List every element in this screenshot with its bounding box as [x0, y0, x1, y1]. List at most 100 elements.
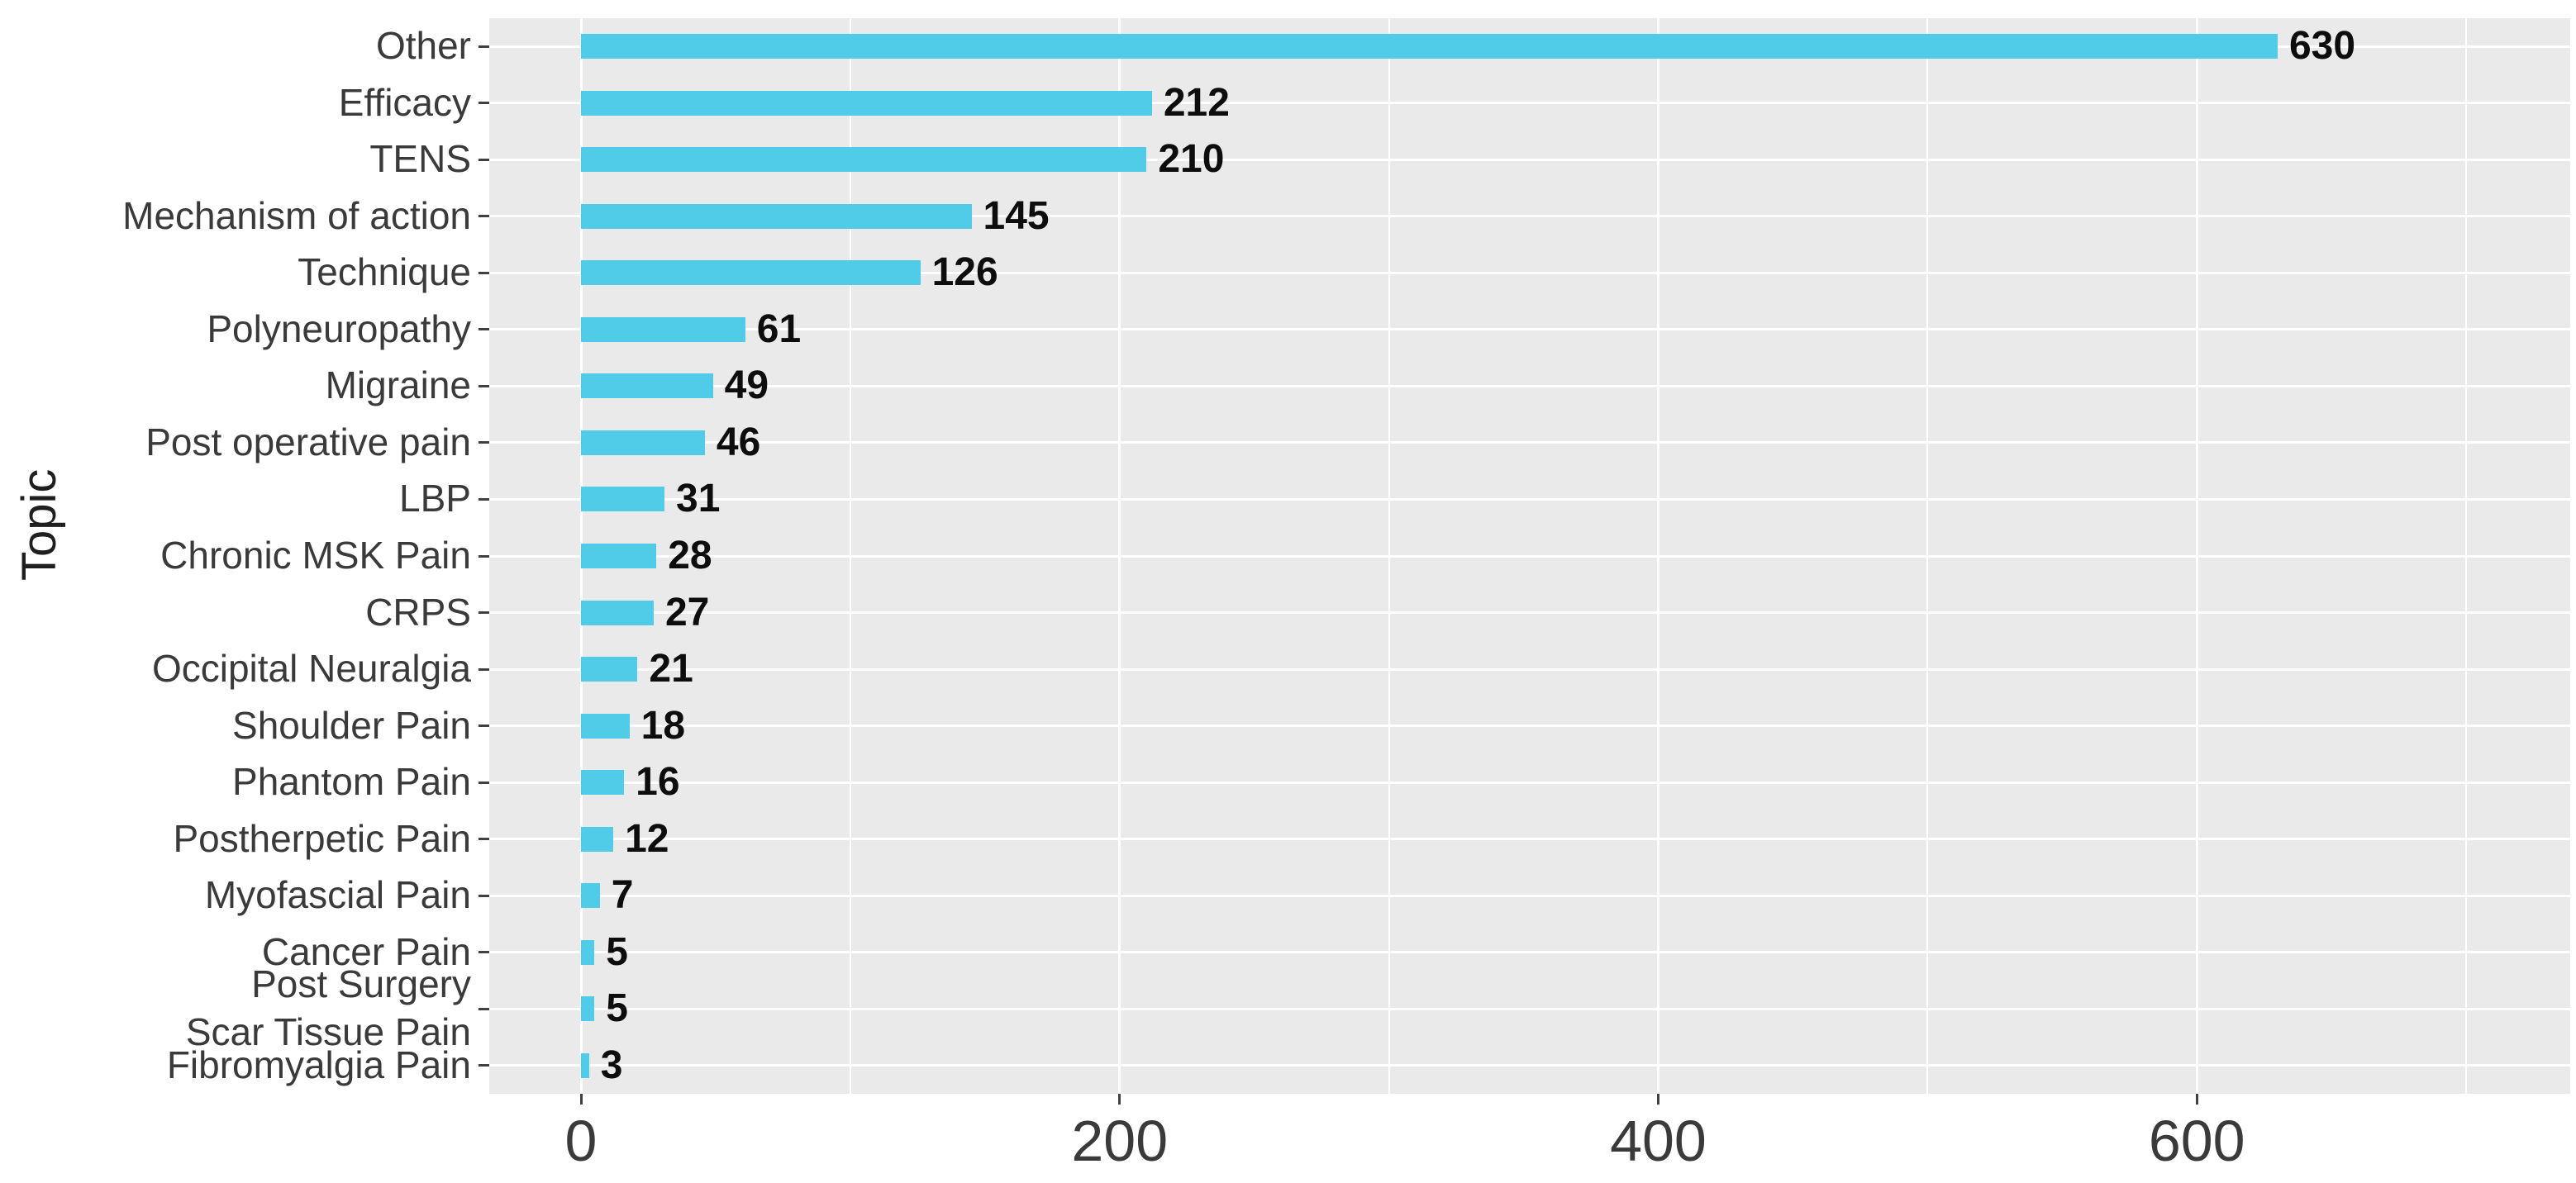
bar: [581, 34, 2278, 59]
row-gridline: [489, 838, 2570, 841]
row-gridline: [489, 384, 2570, 387]
bar: [581, 826, 614, 852]
row-gridline: [489, 611, 2570, 615]
value-label: 21: [649, 647, 693, 691]
category-label: Myofascial Pain: [204, 873, 471, 917]
category-label: Shoulder Pain: [232, 703, 471, 747]
value-label: 126: [931, 250, 998, 295]
category-label: TENS: [369, 137, 471, 181]
category-label: Post Surgery Scar Tissue Pain: [185, 962, 471, 1054]
value-label: 28: [668, 534, 712, 577]
y-tick-mark: [479, 611, 489, 615]
bar: [581, 1052, 589, 1078]
category-label: Phantom Pain: [232, 760, 471, 804]
value-label: 212: [1163, 80, 1230, 125]
y-tick-mark: [479, 45, 489, 48]
bar: [581, 544, 657, 568]
y-tick-mark: [479, 554, 489, 558]
value-label: 630: [2288, 24, 2356, 69]
bar: [581, 90, 1152, 116]
value-label: 7: [611, 873, 634, 918]
category-label: Occipital Neuralgia: [151, 647, 471, 691]
category-label: Technique: [298, 250, 471, 294]
category-label: Mechanism of action: [122, 193, 471, 237]
y-tick-mark: [479, 951, 489, 954]
bar: [581, 883, 600, 909]
bar: [581, 713, 630, 739]
value-label: 5: [606, 929, 628, 974]
bar: [581, 260, 921, 286]
row-gridline: [489, 1064, 2570, 1067]
category-label: Fibromyalgia Pain: [166, 1043, 471, 1086]
y-tick-mark: [479, 158, 489, 161]
row-gridline: [489, 951, 2570, 954]
row-gridline: [489, 158, 2570, 161]
x-tick-label: 400: [1610, 1109, 1707, 1173]
category-label: CRPS: [365, 590, 471, 634]
value-label: 145: [983, 193, 1050, 238]
row-gridline: [489, 215, 2570, 218]
value-label: 210: [1158, 137, 1225, 182]
bar: [581, 996, 595, 1022]
value-label: 5: [606, 986, 628, 1031]
x-tick-label: 0: [564, 1109, 598, 1173]
value-label: 27: [664, 590, 710, 634]
x-tick-mark: [2195, 1094, 2198, 1105]
category-label: Postherpetic Pain: [173, 816, 471, 860]
row-gridline: [489, 497, 2570, 501]
bar: [581, 316, 745, 342]
row-gridline: [489, 441, 2570, 444]
y-tick-mark: [479, 838, 489, 841]
row-gridline: [489, 1007, 2570, 1010]
value-label: 31: [676, 477, 721, 521]
bar: [581, 770, 625, 796]
row-gridline: [489, 271, 2570, 274]
bar: [581, 373, 713, 399]
bar: [581, 147, 1147, 173]
category-label: Polyneuropathy: [207, 306, 471, 350]
y-tick-mark: [479, 725, 489, 728]
row-gridline: [489, 328, 2570, 331]
row-gridline: [489, 554, 2570, 558]
value-label: 49: [724, 363, 769, 408]
y-tick-mark: [479, 781, 489, 784]
y-tick-mark: [479, 497, 489, 501]
row-gridline: [489, 668, 2570, 671]
x-tick-mark: [1656, 1094, 1659, 1105]
plot-panel: 630 212 210 145 126 61 49 46 31 28 27 21 18 16 12 7 5 5 3: [489, 18, 2570, 1094]
row-gridline: [489, 894, 2570, 897]
category-label: Migraine: [325, 363, 471, 407]
y-tick-mark: [479, 1007, 489, 1010]
y-tick-mark: [479, 102, 489, 105]
category-label: Chronic MSK Pain: [160, 534, 471, 577]
bar: [581, 657, 638, 682]
value-label: 16: [636, 760, 680, 805]
row-gridline: [489, 102, 2570, 105]
y-tick-mark: [479, 328, 489, 331]
y-tick-mark: [479, 894, 489, 897]
value-label: 12: [625, 816, 669, 861]
category-label: Post operative pain: [145, 420, 471, 463]
x-tick-label: 200: [1071, 1109, 1169, 1173]
bar: [581, 600, 654, 625]
y-tick-mark: [479, 441, 489, 444]
y-tick-mark: [479, 215, 489, 218]
bar: [581, 939, 595, 965]
category-label: Other: [375, 24, 471, 68]
y-tick-mark: [479, 668, 489, 671]
value-label: 18: [640, 703, 686, 748]
bar: [581, 430, 705, 455]
category-label: Cancer Pain: [261, 929, 471, 973]
row-gridline: [489, 781, 2570, 784]
bar: [581, 203, 972, 229]
y-tick-mark: [479, 271, 489, 274]
x-tick-mark: [579, 1094, 583, 1105]
row-gridline: [489, 725, 2570, 728]
category-label: Efficacy: [338, 80, 471, 124]
x-tick-mark: [1118, 1094, 1121, 1105]
category-label: LBP: [399, 477, 471, 520]
value-label: 46: [716, 420, 761, 464]
value-label: 61: [756, 306, 802, 351]
bar: [581, 487, 665, 512]
